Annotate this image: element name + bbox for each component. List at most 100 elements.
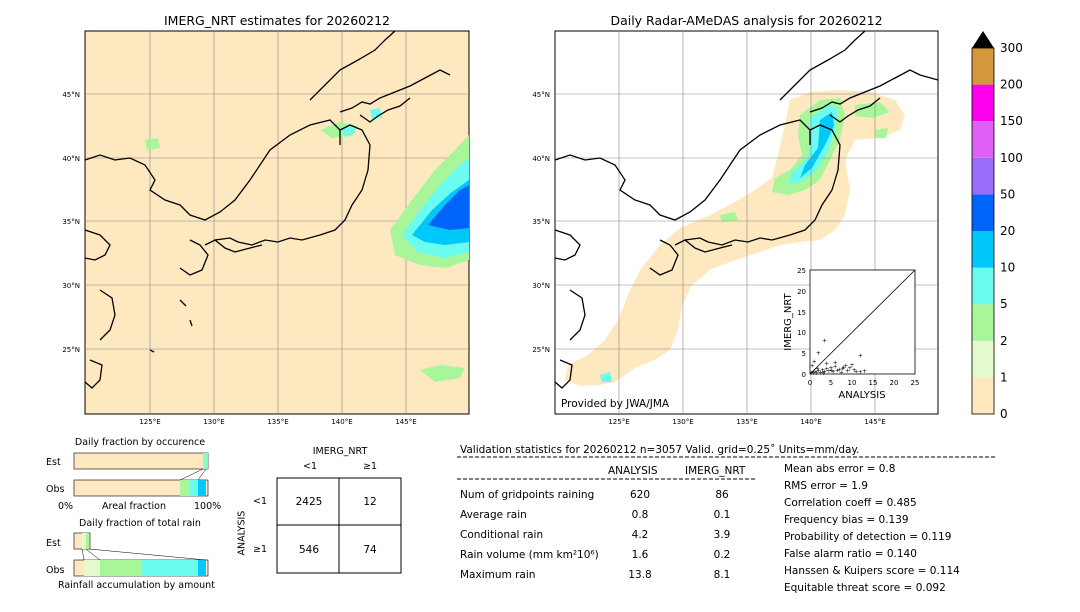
scatter-point: + <box>835 367 840 374</box>
right-lat-label: 40°N <box>532 155 550 163</box>
scatter-point: + <box>820 367 825 374</box>
colorbar-segment <box>972 231 994 268</box>
scatter-point: + <box>839 369 844 376</box>
colorbar-label: 200 <box>1000 78 1023 92</box>
svg-text:10: 10 <box>797 329 806 337</box>
scatter-point: + <box>849 362 854 369</box>
svg-text:25: 25 <box>797 267 806 275</box>
validation-row-label: Maximum rain <box>460 569 536 581</box>
validation-header: Validation statistics for 20260212 n=305… <box>460 444 860 456</box>
contingency-row-label: <1 <box>253 496 268 507</box>
right-map-rain <box>600 98 890 382</box>
colorbar-label: 10 <box>1000 261 1015 275</box>
scatter-point: + <box>809 369 814 376</box>
scatter-point: + <box>814 370 819 377</box>
scatter-point: + <box>812 359 817 366</box>
right-lon-label: 135°E <box>736 418 757 426</box>
scatter-point: + <box>862 368 867 375</box>
left-map-title: IMERG_NRT estimates for 20260212 <box>163 13 390 28</box>
left-lat-label: 40°N <box>62 155 80 163</box>
score-line: False alarm ratio = 0.140 <box>784 548 917 560</box>
inset-xlabel: ANALYSIS <box>838 390 885 401</box>
colorbar-segment <box>972 157 994 195</box>
colorbar-segment <box>972 304 994 341</box>
colorbar-label: 100 <box>1000 151 1023 165</box>
scatter-point: + <box>843 363 848 370</box>
left-lon-label: 135°E <box>267 418 288 426</box>
scatter-point: + <box>824 366 829 373</box>
validation-row-analysis: 620 <box>629 489 651 501</box>
score-line: Correlation coeff = 0.485 <box>784 497 917 509</box>
contingency-row-title: ANALYSIS <box>236 510 248 556</box>
right-lat-label: 25°N <box>532 346 550 354</box>
scatter-point: + <box>811 370 816 377</box>
scatter-point: + <box>824 361 829 368</box>
score-line: RMS error = 1.9 <box>784 480 868 492</box>
occurrence-xlabel-right: 100% <box>194 501 222 512</box>
contingency-col-label: <1 <box>302 461 317 472</box>
colorbar-segment <box>972 377 994 414</box>
left-lon-label: 140°E <box>331 418 352 426</box>
right-lat-label: 30°N <box>532 282 550 290</box>
contingency-cell: 2425 <box>295 496 323 508</box>
colorbar-label: 0 <box>1000 407 1008 420</box>
provider-credit: Provided by JWA/JMA <box>561 398 670 410</box>
scatter-point: + <box>816 350 821 357</box>
validation-col-imerg: IMERG_NRT <box>685 465 746 477</box>
contingency-col-label: ≥1 <box>362 461 377 472</box>
validation-row-imerg: 0.1 <box>713 509 731 521</box>
colorbar-label: 50 <box>1000 187 1015 201</box>
contingency-col-title: IMERG_NRT <box>312 446 368 457</box>
inset-scatter: 0 5 10 15 20 25 0 5 10 15 20 25 ANALYSIS… <box>783 267 919 401</box>
occurrence-row-obs: Obs <box>46 484 65 495</box>
colorbar-segment <box>972 84 994 122</box>
rain-fraction-xlabel: Rainfall accumulation by amount <box>58 580 215 591</box>
colorbar-segment <box>972 121 994 158</box>
score-line: Equitable threat score = 0.092 <box>784 582 946 594</box>
colorbar-label: 5 <box>1000 297 1008 311</box>
score-line: Frequency bias = 0.139 <box>784 514 909 526</box>
rain-fraction-title: Daily fraction of total rain <box>79 518 201 529</box>
svg-text:25: 25 <box>911 379 920 387</box>
colorbar-segment <box>972 340 994 378</box>
scatter-point: + <box>813 369 818 376</box>
left-lon-label: 125°E <box>139 418 160 426</box>
colorbar: 0 1 2 5 10 20 50 100 150 200 300 <box>971 31 1023 420</box>
svg-text:15: 15 <box>869 379 878 387</box>
colorbar-label: 2 <box>1000 334 1008 348</box>
validation-row-imerg: 0.2 <box>713 549 731 561</box>
colorbar-segment <box>972 267 994 305</box>
validation-row-label: Num of gridpoints raining <box>460 489 595 501</box>
contingency-cell: 74 <box>363 544 377 556</box>
scatter-point: + <box>847 365 852 372</box>
left-lon-label: 145°E <box>395 418 416 426</box>
occurrence-row-est: Est <box>46 457 61 468</box>
colorbar-label: 150 <box>1000 114 1023 128</box>
occurrence-xlabel-mid: Areal fraction <box>102 501 167 512</box>
contingency-cell: 12 <box>363 496 377 508</box>
right-lon-label: 145°E <box>864 418 885 426</box>
occurrence-title: Daily fraction by occurence <box>74 437 206 448</box>
scatter-point: + <box>858 369 863 376</box>
left-lat-label: 35°N <box>62 218 80 226</box>
rain-fraction-bars <box>73 532 209 577</box>
right-lat-label: 45°N <box>532 91 550 99</box>
inset-ylabel: IMERG_NRT <box>783 292 794 350</box>
svg-text:10: 10 <box>848 379 857 387</box>
validation-row-analysis: 1.6 <box>631 549 649 561</box>
scatter-point: + <box>845 368 850 375</box>
scatter-point: + <box>821 370 826 377</box>
scatter-point: + <box>815 366 820 373</box>
left-lat-label: 25°N <box>62 346 80 354</box>
validation-row-imerg: 8.1 <box>713 569 731 581</box>
scatter-point: + <box>841 364 846 371</box>
left-lon-label: 130°E <box>203 418 224 426</box>
validation-row-analysis: 13.8 <box>628 569 652 581</box>
scatter-point: + <box>833 359 838 366</box>
scatter-point: + <box>833 364 838 371</box>
validation-row-imerg: 3.9 <box>713 529 731 541</box>
score-line: Probability of detection = 0.119 <box>784 531 952 543</box>
validation-col-analysis: ANALYSIS <box>608 465 658 477</box>
left-map-coastline <box>84 30 451 389</box>
svg-text:0: 0 <box>808 379 812 387</box>
